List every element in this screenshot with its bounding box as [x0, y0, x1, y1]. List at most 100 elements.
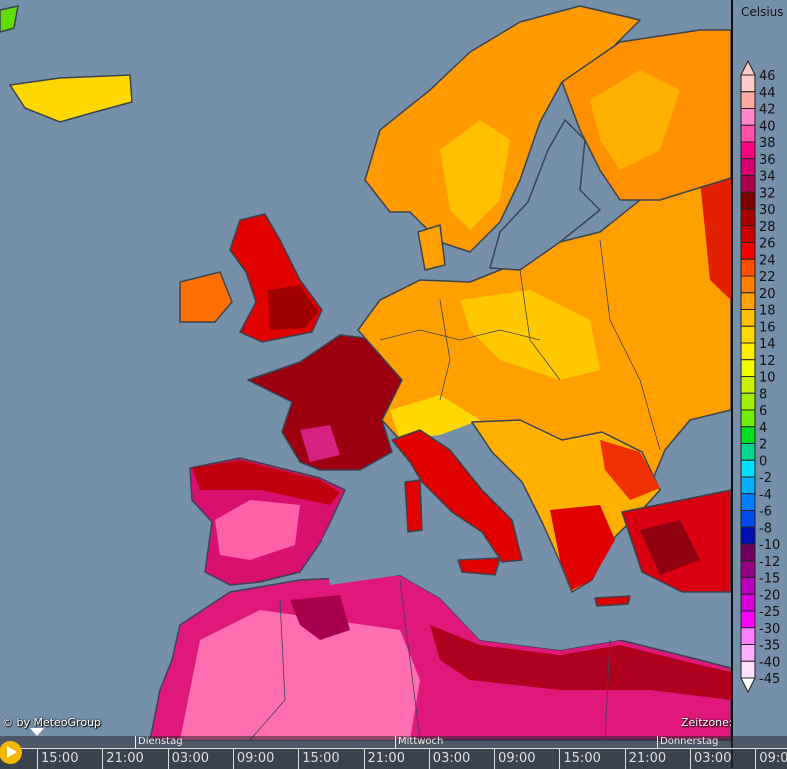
timeline-time-tick[interactable]: 09:00 [755, 749, 787, 769]
region-greece [550, 505, 615, 590]
legend-swatch [740, 242, 756, 260]
timeline-time-tick[interactable]: 15:00 [298, 749, 340, 769]
timeline-time-tick[interactable]: 09:00 [232, 749, 274, 769]
baltic-sea [489, 119, 601, 271]
legend-label: 28 [759, 220, 776, 235]
timeline-time-tick[interactable]: 21:00 [624, 749, 666, 769]
region-denmark [417, 224, 446, 271]
legend-min-arrow [740, 677, 756, 694]
timeline-times: 15:00 21:00 03:00 09:00 15:00 21:00 03:00 09:00… [0, 748, 787, 769]
legend-swatch [740, 543, 756, 562]
temperature-map[interactable] [0, 0, 731, 768]
legend-label: 8 [759, 387, 767, 402]
timeline-time-tick[interactable]: 15:00 [37, 749, 78, 769]
timeline-time-tick[interactable]: 03:00 [167, 749, 209, 769]
legend-label: -6 [759, 505, 772, 520]
legend-swatch [740, 627, 756, 645]
legend-swatch [740, 526, 756, 545]
legend-swatch [740, 342, 756, 361]
legend-swatch [740, 660, 756, 679]
legend-label: 20 [759, 287, 776, 302]
region-iberia-north [192, 460, 340, 505]
region-sardinia [404, 479, 423, 533]
copyright-credit: © by MeteoGroup [2, 716, 102, 729]
legend-label: -2 [759, 471, 772, 486]
timeline-days: Dienstag Mittwoch Donnerstag [0, 736, 787, 748]
legend-label: 44 [759, 86, 776, 101]
timeline-time-tick[interactable]: 03:00 [428, 749, 470, 769]
legend-label: -10 [759, 538, 780, 553]
legend-swatch [740, 191, 756, 210]
legend-swatch [740, 225, 756, 243]
legend-swatch [740, 158, 756, 176]
timeline[interactable]: Dienstag Mittwoch Donnerstag 15:00 21:00 03:… [0, 736, 787, 769]
legend-label: -15 [759, 572, 780, 587]
legend-label: 22 [759, 270, 776, 285]
region-greenland-tip [0, 5, 19, 33]
region-central-yellow [460, 290, 600, 380]
legend-label: 36 [759, 153, 776, 168]
mediterranean-sea [322, 470, 731, 650]
legend-label: -30 [759, 622, 780, 637]
region-ireland [179, 271, 233, 323]
legend-swatch [740, 124, 756, 143]
legend-label: -8 [759, 521, 772, 536]
legend-bar: 4644424038363432302826242220181614121086… [740, 59, 780, 694]
legend-max-arrow [740, 59, 756, 76]
legend-swatch [740, 325, 756, 344]
legend-label: 32 [759, 186, 776, 201]
timeline-time-tick[interactable]: 09:00 [494, 749, 536, 769]
legend-swatch [740, 74, 756, 93]
legend-swatch [740, 108, 756, 126]
legend-label: 24 [759, 253, 776, 268]
legend-label: -20 [759, 588, 780, 603]
legend-label: 40 [759, 119, 776, 134]
legend-swatch [740, 577, 756, 595]
region-sweden-yellow [440, 120, 510, 230]
timeline-time-tick[interactable]: 03:00 [690, 749, 731, 769]
legend-label: 42 [759, 103, 776, 118]
legend-label: 16 [759, 320, 776, 335]
region-iberia-center [215, 500, 300, 560]
region-alps-yellow [390, 395, 480, 440]
legend-swatch [740, 593, 756, 612]
legend-swatch [740, 443, 756, 461]
legend-label: 26 [759, 237, 776, 252]
timeline-time-tick[interactable]: 21:00 [363, 749, 405, 769]
region-atlas [290, 595, 350, 640]
legend-swatch [740, 258, 756, 277]
legend-swatch [740, 459, 756, 478]
legend-swatch [740, 493, 756, 511]
legend-label: 10 [759, 371, 776, 386]
region-france [247, 334, 403, 471]
legend-swatch [740, 91, 756, 109]
timeline-day-label: Mittwoch [395, 736, 443, 748]
country-borders [249, 239, 661, 741]
region-finland-yellow [590, 70, 680, 170]
legend-label: 12 [759, 354, 776, 369]
timeline-time-tick[interactable]: 15:00 [559, 749, 601, 769]
legend-swatch [740, 208, 756, 227]
legend-label: 6 [759, 404, 767, 419]
legend-label: 38 [759, 136, 776, 151]
legend-label: 18 [759, 304, 776, 319]
region-turkey-center [640, 520, 700, 575]
timeline-day-label: Donnerstag [657, 736, 718, 748]
legend-swatch [740, 275, 756, 294]
legend-label: 4 [759, 421, 767, 436]
region-sicily [457, 557, 501, 576]
play-button[interactable] [0, 741, 22, 764]
timeline-position-marker[interactable] [30, 728, 44, 736]
color-legend: Celsius 46 44 42 40 38 36 34 32 30 28 26 24 22 20 18 16… [731, 0, 787, 768]
legend-swatch [740, 376, 756, 394]
legend-swatch [740, 175, 756, 193]
timeline-time-tick[interactable]: 21:00 [102, 749, 144, 769]
legend-swatch [740, 610, 756, 629]
legend-label: 46 [759, 69, 776, 84]
legend-title: Celsius [741, 5, 784, 19]
legend-label: -4 [759, 488, 772, 503]
legend-swatch [740, 309, 756, 327]
timeline-day-label: Dienstag [135, 736, 183, 748]
legend-swatch [740, 141, 756, 160]
legend-swatch [740, 392, 756, 411]
